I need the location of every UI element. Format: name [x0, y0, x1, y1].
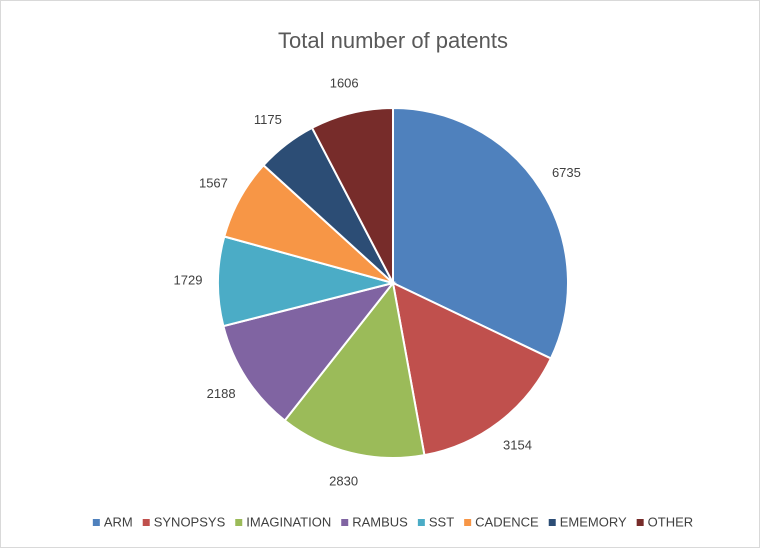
pie-slice: [283, 280, 426, 459]
legend-swatch: [235, 519, 243, 526]
pie-slice: [222, 281, 396, 422]
legend-label: SST: [429, 514, 454, 529]
data-label: 1567: [199, 176, 228, 191]
legend-label: EMEMORY: [560, 514, 627, 529]
legend-swatch: [92, 519, 100, 526]
legend-label: RAMBUS: [352, 514, 408, 529]
legend-label: SYNOPSYS: [154, 514, 226, 529]
legend-swatch: [548, 519, 556, 526]
legend-label: IMAGINATION: [246, 514, 331, 529]
data-label: 1175: [254, 112, 282, 127]
legend-swatch: [341, 519, 349, 526]
data-label: 2188: [207, 386, 236, 401]
legend-swatch: [464, 519, 472, 526]
pie-slice: [391, 281, 553, 457]
data-label: 3154: [503, 437, 532, 452]
legend-swatch: [636, 519, 644, 526]
legend-label: CADENCE: [475, 514, 539, 529]
legend-swatch: [417, 519, 425, 526]
data-label: 1606: [330, 75, 359, 90]
pie-slice: [310, 106, 394, 284]
pie-slice: [392, 106, 569, 360]
data-label: 2830: [329, 473, 358, 488]
data-label: 1729: [174, 272, 203, 287]
chart-title: Total number of patents: [278, 28, 508, 53]
legend-swatch: [142, 519, 150, 526]
legend-label: ARM: [104, 514, 133, 529]
data-label: 6735: [552, 165, 581, 180]
pie-slice: [217, 235, 397, 328]
legend-label: OTHER: [648, 514, 694, 529]
